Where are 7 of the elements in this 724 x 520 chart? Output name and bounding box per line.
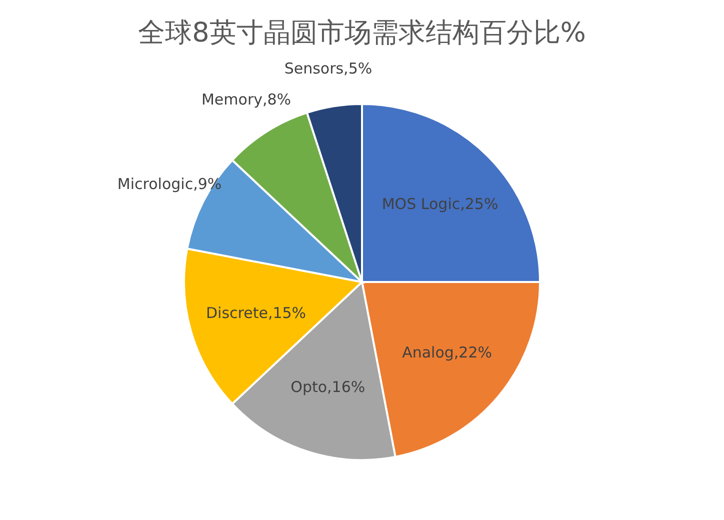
slice-label: Discrete,15% (206, 304, 306, 322)
slice-label: Analog,22% (402, 343, 492, 362)
slice-label: Opto,16% (290, 378, 366, 396)
slice-label: Memory,8% (201, 90, 292, 109)
chart-title: 全球8英寸晶圆市场需求结构百分比% (138, 18, 586, 49)
slice-label: Sensors,5% (284, 60, 372, 78)
slice-label: MOS Logic,25% (382, 194, 498, 213)
